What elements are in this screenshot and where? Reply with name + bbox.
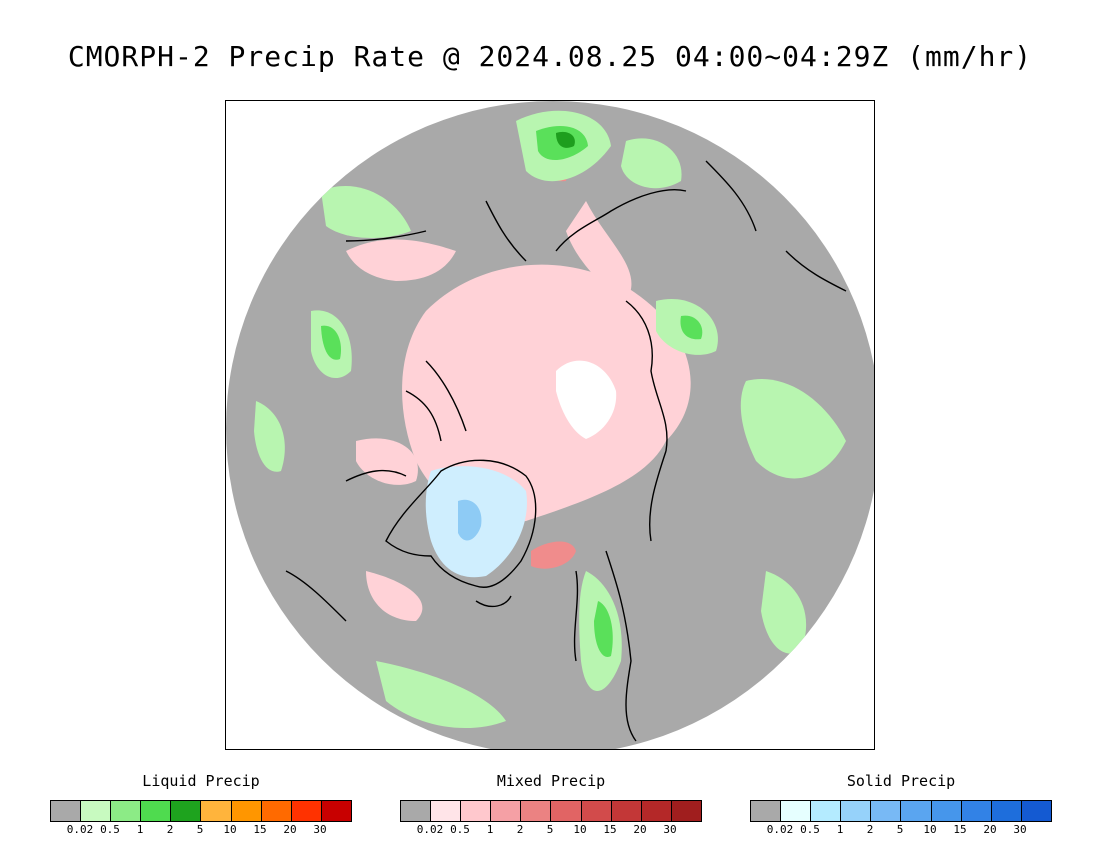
- legend-tick-label: 10: [223, 823, 237, 836]
- legend-swatch: [811, 801, 842, 821]
- legend-swatch: [111, 801, 142, 821]
- legend-tick-label: 2: [516, 823, 524, 836]
- liquid-precip-region: [321, 185, 411, 238]
- solid-precip-region: [458, 499, 482, 541]
- mixed-precip-region: [366, 571, 423, 621]
- legend-swatch: [1021, 801, 1051, 821]
- legend-tick-label: 0.02: [416, 823, 444, 836]
- legend-swatch: [231, 801, 262, 821]
- legend-title: Mixed Precip: [496, 772, 606, 790]
- legend-tick-label: 10: [923, 823, 937, 836]
- tick-labels: 0.02 0.5 1 2 5 10 15 20 30: [50, 822, 350, 836]
- legend-tick-label: 0.5: [450, 823, 470, 836]
- legend-swatch: [491, 801, 522, 821]
- legend-tick-label: 20: [983, 823, 997, 836]
- legend-swatch: [671, 801, 701, 821]
- legend-tick-label: 2: [866, 823, 874, 836]
- legend-swatch: [141, 801, 172, 821]
- legend-tick-label: 15: [603, 823, 617, 836]
- no-data-patch: [556, 360, 617, 439]
- legend-swatch: [931, 801, 962, 821]
- liquid-precip-region: [621, 138, 682, 189]
- legend-tick-label: 1: [136, 823, 144, 836]
- legend-solid-precip: Solid Precip 0.02 0.5 1 2 5 10 15 20 30: [750, 772, 1052, 836]
- legend-tick-label: 0.02: [766, 823, 794, 836]
- legend-tick-label: 30: [313, 823, 327, 836]
- mixed-precip-region: [346, 239, 456, 281]
- legend-liquid-precip: Liquid Precip 0.02 0.5 1 2 5 10 15 20 30: [50, 772, 352, 836]
- liquid-precip-region: [594, 601, 613, 657]
- liquid-precip-region: [680, 315, 703, 340]
- legend-title: Solid Precip: [846, 772, 956, 790]
- color-scale: [400, 800, 702, 822]
- legend-swatch: [81, 801, 112, 821]
- precip-map: [225, 100, 875, 750]
- legend-tick-label: 5: [546, 823, 554, 836]
- legend-swatch: [581, 801, 612, 821]
- legend-tick-label: 20: [283, 823, 297, 836]
- legend-swatch: [841, 801, 872, 821]
- legend-tick-label: 5: [896, 823, 904, 836]
- legend-swatch: [291, 801, 322, 821]
- legend-swatch: [321, 801, 351, 821]
- legend-tick-label: 2: [166, 823, 174, 836]
- mixed-precip-region: [566, 201, 632, 301]
- legend-tick-label: 0.5: [800, 823, 820, 836]
- liquid-precip-region: [376, 661, 506, 729]
- legend-swatch: [751, 801, 782, 821]
- legend-swatch: [901, 801, 932, 821]
- polar-map-svg: [226, 101, 874, 749]
- legend-swatch: [201, 801, 232, 821]
- legend-swatch: [991, 801, 1022, 821]
- legend-swatch: [51, 801, 82, 821]
- legend-tick-label: 0.02: [66, 823, 94, 836]
- legend-tick-label: 1: [836, 823, 844, 836]
- legend-tick-label: 15: [253, 823, 267, 836]
- liquid-precip-region: [740, 379, 846, 479]
- legend-swatch: [401, 801, 432, 821]
- legend-swatch: [781, 801, 812, 821]
- legend-swatch: [431, 801, 462, 821]
- liquid-precip-region: [556, 131, 575, 148]
- legend-tick-label: 1: [486, 823, 494, 836]
- legend-tick-label: 0.5: [100, 823, 120, 836]
- tick-labels: 0.02 0.5 1 2 5 10 15 20 30: [750, 822, 1050, 836]
- legend-tick-label: 20: [633, 823, 647, 836]
- mixed-precip-region: [356, 438, 418, 485]
- legend-swatch: [461, 801, 492, 821]
- legend-mixed-precip: Mixed Precip 0.02 0.5 1 2 5 10 15 20 30: [400, 772, 702, 836]
- color-scale: [50, 800, 352, 822]
- legend-swatch: [261, 801, 292, 821]
- legend-swatch: [871, 801, 902, 821]
- legend-tick-label: 5: [196, 823, 204, 836]
- liquid-precip-region: [321, 325, 342, 360]
- mixed-precip-moderate: [531, 541, 576, 569]
- legend-swatch: [551, 801, 582, 821]
- legend-swatch: [521, 801, 552, 821]
- legend-tick-label: 15: [953, 823, 967, 836]
- legend-tick-label: 30: [1013, 823, 1027, 836]
- legend-swatch: [171, 801, 202, 821]
- legend-swatch: [641, 801, 672, 821]
- liquid-precip-region: [761, 571, 807, 654]
- tick-labels: 0.02 0.5 1 2 5 10 15 20 30: [400, 822, 700, 836]
- legend-swatch: [961, 801, 992, 821]
- liquid-precip-region: [254, 401, 285, 472]
- map-title: CMORPH-2 Precip Rate @ 2024.08.25 04:00~…: [67, 40, 1033, 73]
- legend-tick-label: 10: [573, 823, 587, 836]
- coastlines: [285, 160, 847, 742]
- color-scale: [750, 800, 1052, 822]
- legend-tick-label: 30: [663, 823, 677, 836]
- mixed-precip-region: [402, 264, 691, 523]
- legend-title: Liquid Precip: [142, 772, 260, 790]
- legend-swatch: [611, 801, 642, 821]
